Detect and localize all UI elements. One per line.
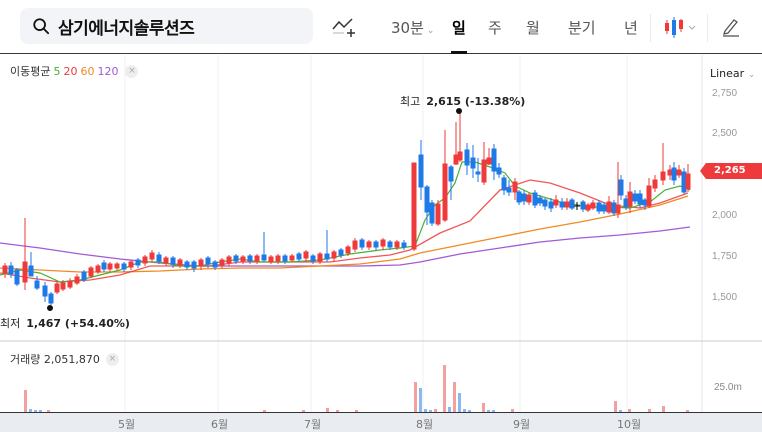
x-tick: 5월 <box>118 418 136 431</box>
svg-text:2,750: 2,750 <box>712 88 737 99</box>
x-tick: 6월 <box>211 418 229 431</box>
moving-average-legend[interactable]: 이동평균 5 20 60 120 × <box>10 63 139 79</box>
chevron-down-icon: ⌄ <box>426 26 435 36</box>
period-30min-dropdown[interactable]: 30분 ⌄ <box>391 17 434 38</box>
add-compare-line-icon <box>332 18 355 37</box>
svg-text:2,000: 2,000 <box>712 210 737 221</box>
svg-text:1,750: 1,750 <box>712 251 737 262</box>
legend-title: 이동평균 <box>10 65 51 78</box>
divider <box>707 14 708 42</box>
price-chart[interactable]: 2,750 2,500 2,000 1,750 1,500 <box>0 55 762 432</box>
tab-month[interactable]: 월 <box>526 19 540 37</box>
tab-year[interactable]: 년 <box>624 19 638 37</box>
ma120-label: 120 <box>97 64 119 78</box>
x-tick: 10월 <box>617 418 642 431</box>
stock-name: 삼기에너지솔루션즈 <box>58 18 195 39</box>
period-label: 30분 <box>391 19 424 37</box>
volume-title: 거래량 <box>10 353 41 366</box>
candlestick-plot: 2,750 2,500 2,000 1,750 1,500 <box>0 55 762 412</box>
pencil-icon <box>723 19 739 37</box>
scale-label: Linear <box>710 67 745 80</box>
close-icon[interactable]: × <box>125 64 139 78</box>
ma20-label: 20 <box>63 64 78 78</box>
x-tick: 7월 <box>304 418 322 431</box>
ma5-label: 5 <box>53 64 61 78</box>
volume-value: 2,051,870 <box>43 352 100 366</box>
close-icon[interactable]: × <box>105 352 119 366</box>
search-icon <box>33 18 50 35</box>
divider <box>650 14 651 42</box>
high-value: 2,615 (-13.38%) <box>426 95 526 108</box>
drawing-tool-button[interactable] <box>720 16 742 38</box>
x-tick: 9월 <box>513 418 531 431</box>
volume-axis-label: 25.0m <box>714 382 742 393</box>
chevron-down-icon: ⌄ <box>748 70 755 79</box>
ma60-label: 60 <box>80 64 95 78</box>
tab-day[interactable]: 일 <box>451 19 467 54</box>
high-label: 최고 <box>400 95 421 108</box>
low-value: 1,467 (+54.40%) <box>26 317 130 330</box>
current-price-tag: 2,265 <box>700 163 762 179</box>
add-compare-button[interactable] <box>332 15 358 39</box>
svg-text:1,500: 1,500 <box>712 292 737 303</box>
stock-search-box[interactable]: 삼기에너지솔루션즈 <box>20 8 313 44</box>
tab-week[interactable]: 주 <box>488 19 502 37</box>
low-price-annotation: 최저 1,467 (+54.40%) <box>0 315 130 331</box>
scale-dropdown[interactable]: Linear ⌄ <box>710 67 755 80</box>
x-tick: 8월 <box>416 418 434 431</box>
high-price-annotation: 최고 2,615 (-13.38%) <box>400 93 525 109</box>
candlestick-icon <box>665 17 696 38</box>
tab-quarter[interactable]: 분기 <box>568 19 596 37</box>
chart-type-dropdown[interactable] <box>662 14 702 40</box>
low-label: 최저 <box>0 317 21 330</box>
x-axis: 5월 6월 7월 8월 9월 10월 <box>0 412 762 432</box>
svg-text:2,500: 2,500 <box>712 128 737 139</box>
top-toolbar: 삼기에너지솔루션즈 30분 ⌄ 일 주 월 분기 년 <box>0 0 762 54</box>
volume-legend: 거래량 2,051,870 × <box>10 351 119 367</box>
